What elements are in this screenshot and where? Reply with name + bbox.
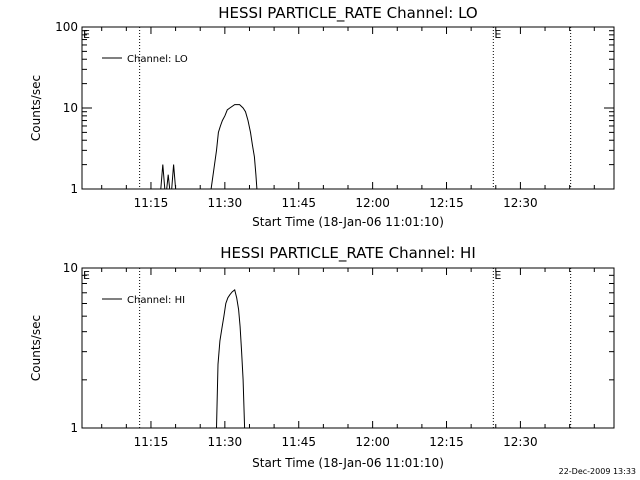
x-axis-label: Start Time (18-Jan-06 11:01:10) xyxy=(252,215,444,229)
x-tick-label: 12:15 xyxy=(429,435,464,449)
x-tick-label: 12:30 xyxy=(503,435,538,449)
y-tick-label: 1 xyxy=(70,421,78,435)
event-marker-label: E xyxy=(83,269,90,282)
x-tick-label: 11:45 xyxy=(281,196,316,210)
chart-title: HESSI PARTICLE_RATE Channel: LO xyxy=(218,4,477,23)
x-tick-label: 11:15 xyxy=(134,196,169,210)
series-line xyxy=(216,289,246,429)
chart-panel-hi: HESSI PARTICLE_RATE Channel: HI Start Tim… xyxy=(29,244,615,470)
y-axis-label: Counts/sec xyxy=(29,315,43,381)
event-marker-label: E xyxy=(83,28,90,41)
series-line xyxy=(160,164,166,190)
x-tick-label: 11:45 xyxy=(281,435,316,449)
y-tick-label: 10 xyxy=(63,261,78,275)
y-tick-label: 1 xyxy=(70,182,78,196)
x-tick-label: 12:00 xyxy=(355,196,390,210)
series-line xyxy=(171,164,177,190)
chart-title: HESSI PARTICLE_RATE Channel: HI xyxy=(220,244,476,263)
x-tick-label: 12:00 xyxy=(355,435,390,449)
plot-frame xyxy=(81,26,615,190)
x-axis-label: Start Time (18-Jan-06 11:01:10) xyxy=(252,456,444,470)
plot-frame xyxy=(81,267,615,429)
x-tick-label: 12:15 xyxy=(429,196,464,210)
series-line xyxy=(166,174,171,190)
y-tick-label: 10 xyxy=(63,101,78,115)
x-tick-label: 11:15 xyxy=(134,435,169,449)
event-marker-label: E xyxy=(494,269,501,282)
series-line xyxy=(210,104,258,190)
footer-timestamp: 22-Dec-2009 13:33 xyxy=(559,467,636,476)
y-tick-label: 100 xyxy=(55,20,78,34)
x-tick-label: 11:30 xyxy=(208,196,243,210)
chart-panel-lo: HESSI PARTICLE_RATE Channel: LO Start Tim… xyxy=(29,4,615,229)
x-tick-label: 11:30 xyxy=(208,435,243,449)
legend-label: Channel: HI xyxy=(127,295,185,306)
x-tick-label: 12:30 xyxy=(503,196,538,210)
y-axis-label: Counts/sec xyxy=(29,75,43,141)
event-marker-label: E xyxy=(494,28,501,41)
legend-label: Channel: LO xyxy=(127,54,188,65)
